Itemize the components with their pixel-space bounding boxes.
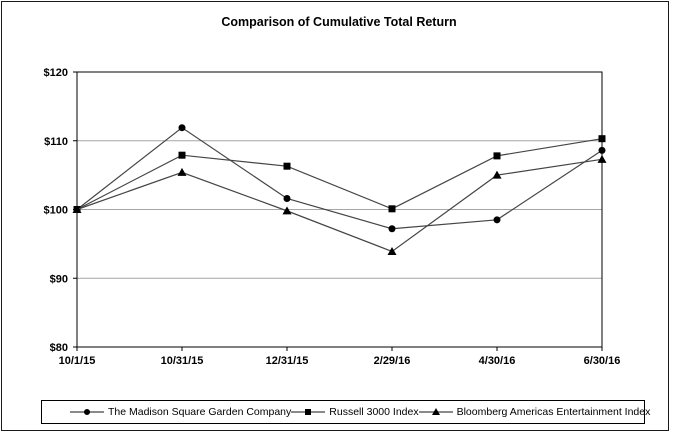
legend-item: Bloomberg Americas Entertainment Index bbox=[418, 406, 651, 418]
figure-border bbox=[1, 1, 669, 431]
legend-item-label: Russell 3000 Index bbox=[329, 406, 419, 418]
data-point-triangle bbox=[177, 167, 187, 176]
chart-title: Comparison of Cumulative Total Return bbox=[221, 15, 457, 29]
data-point-square bbox=[493, 152, 501, 160]
x-tick-label: 2/29/16 bbox=[374, 355, 411, 367]
y-tick-label: $110 bbox=[44, 136, 68, 148]
x-tick-label: 10/1/15 bbox=[59, 355, 96, 367]
series-line-triangle bbox=[76, 158, 603, 253]
data-point-triangle bbox=[387, 246, 397, 255]
legend-marker-shape bbox=[431, 408, 440, 415]
data-point-square bbox=[283, 162, 291, 170]
data-point-triangle bbox=[282, 206, 292, 215]
data-point-circle bbox=[283, 195, 291, 202]
x-tick-label: 4/30/16 bbox=[479, 355, 516, 367]
x-tick-label: 12/31/15 bbox=[266, 355, 309, 367]
legend-item: The Madison Square Garden Company bbox=[70, 406, 291, 418]
legend-item-label: The Madison Square Garden Company bbox=[108, 406, 292, 418]
x-tick-label: 6/30/16 bbox=[584, 355, 621, 367]
data-point-square bbox=[388, 205, 396, 213]
square-marker-icon bbox=[291, 409, 326, 415]
data-point-circle bbox=[388, 225, 396, 233]
x-tick-label: 10/31/15 bbox=[161, 355, 204, 367]
series-line-circle bbox=[76, 126, 603, 230]
legend-item: Russell 3000 Index bbox=[291, 406, 419, 418]
legend-item-label: Bloomberg Americas Entertainment Index bbox=[456, 406, 651, 418]
y-tick-label: $120 bbox=[44, 67, 68, 79]
data-point-triangle bbox=[597, 154, 607, 163]
data-point-triangle bbox=[492, 170, 502, 179]
legend-marker-shape bbox=[305, 409, 312, 415]
y-tick-label: $90 bbox=[50, 273, 68, 285]
circle-marker-icon bbox=[70, 409, 104, 415]
data-point-square bbox=[178, 151, 186, 159]
triangle-marker-icon bbox=[418, 408, 453, 415]
data-point-circle bbox=[493, 216, 501, 224]
chart-legend: The Madison Square Garden Company Russell… bbox=[41, 400, 650, 424]
y-tick-label: $100 bbox=[44, 205, 68, 217]
data-point-square bbox=[598, 135, 606, 143]
data-point-triangle bbox=[72, 205, 82, 213]
series-line-square bbox=[76, 138, 603, 211]
legend-marker-shape bbox=[84, 409, 90, 415]
data-point-circle bbox=[598, 146, 606, 154]
data-point-circle bbox=[178, 124, 186, 132]
y-tick-label: $80 bbox=[50, 342, 68, 354]
